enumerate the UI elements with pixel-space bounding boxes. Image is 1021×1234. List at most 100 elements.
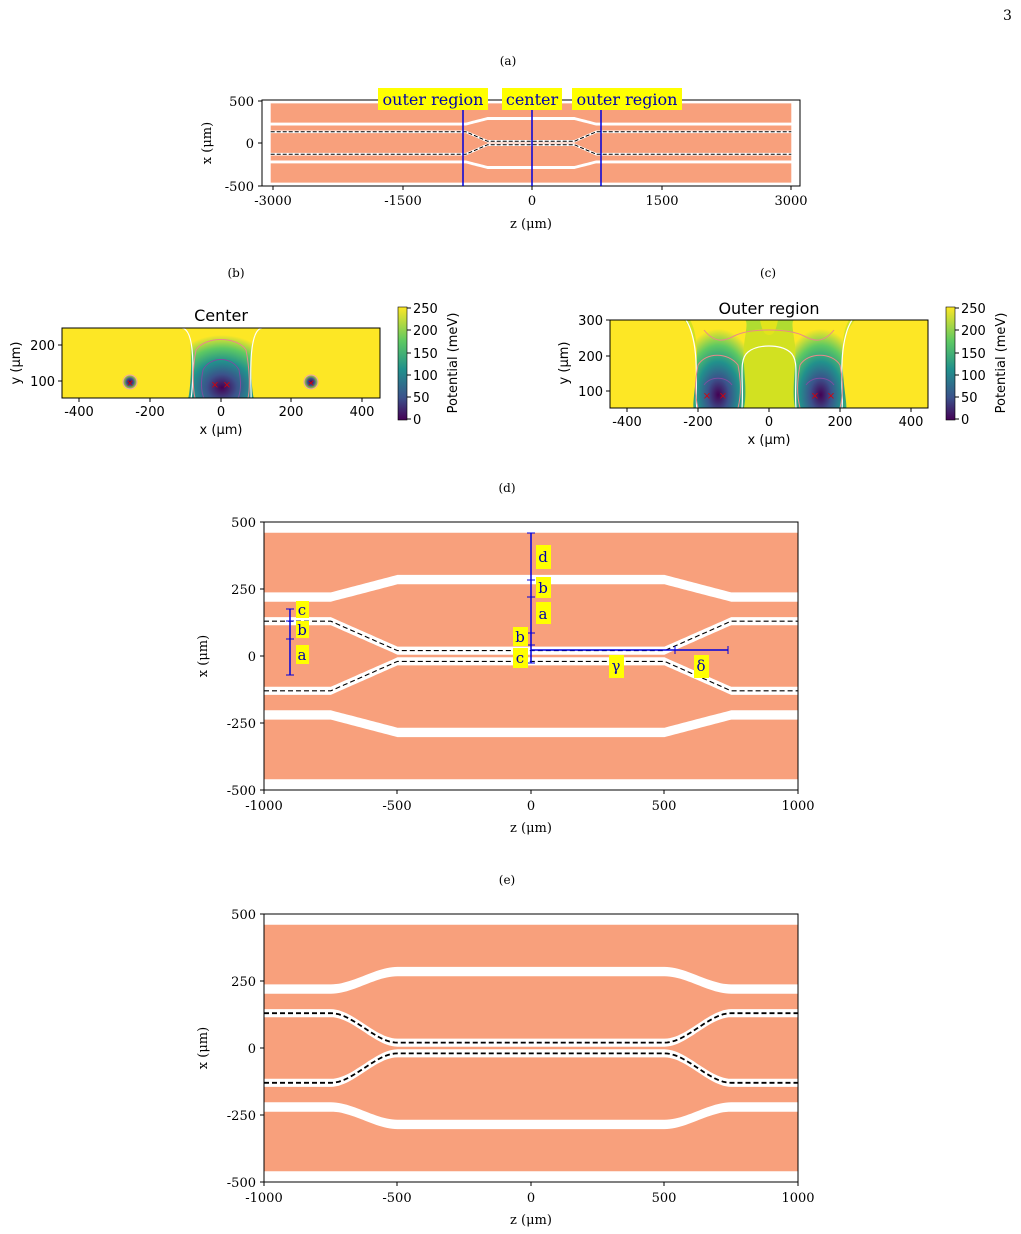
- b-cbar-200: 200: [413, 324, 438, 339]
- trap-line: [264, 1052, 798, 1084]
- a-xtick-2: 0: [528, 194, 536, 209]
- panel-e-electrodes: [264, 924, 798, 1172]
- b-cbar-0: 0: [413, 413, 421, 428]
- e-xtick-2: 0: [527, 1191, 535, 1206]
- d-label-a-left: a: [298, 646, 307, 664]
- c-heatmap: × × × ×: [610, 320, 928, 408]
- b-xtick-2: 0: [217, 405, 225, 420]
- c-xtick-0: -400: [612, 415, 642, 430]
- panel-e: (e) 500 250 0 -250 -500 -1000 -500 0 500…: [196, 873, 815, 1228]
- c-ion-1: ×: [703, 391, 711, 402]
- e-yticks: 500 250 0 -250 -500: [227, 908, 264, 1191]
- b-xtick-4: 400: [350, 405, 375, 420]
- b-cbar-150: 150: [413, 347, 438, 362]
- b-heatmap: × × × ×: [62, 328, 380, 398]
- c-cbar-0: 0: [961, 413, 969, 428]
- panel-c-label: (c): [760, 266, 776, 280]
- electrode-band: [264, 1017, 798, 1079]
- b-ytick-100: 100: [30, 375, 55, 390]
- e-xtick-0: -1000: [245, 1191, 282, 1206]
- c-well-left: [690, 320, 747, 408]
- electrode-band: [264, 976, 798, 1039]
- e-ytick-2: 0: [248, 1042, 256, 1057]
- e-xlabel: z (μm): [510, 1213, 552, 1228]
- b-xtick-3: 200: [279, 405, 304, 420]
- d-yticks: 500 250 0 -250 -500: [227, 516, 264, 799]
- d-label-d: d: [538, 548, 548, 566]
- b-xlabel: x (μm): [200, 423, 243, 438]
- panel-e-label: (e): [499, 873, 515, 887]
- d-label-b-left: b: [297, 621, 307, 639]
- a-xtick-4: 3000: [774, 194, 807, 209]
- c-xtick-3: 200: [828, 415, 853, 430]
- b-cbar-100: 100: [413, 369, 438, 384]
- e-ytick-3: -250: [227, 1109, 256, 1124]
- c-ion-4: ×: [827, 391, 835, 402]
- a-xlabel: z (μm): [510, 217, 552, 232]
- region-label-left: outer region: [383, 90, 484, 109]
- c-ylabel: y (μm): [557, 342, 572, 385]
- b-xticks: -400 -200 0 200 400: [64, 398, 374, 420]
- a-ytick-minus500: -500: [225, 180, 254, 195]
- d-ytick-1: 250: [231, 583, 256, 598]
- c-colorbar-label: Potential (meV): [994, 313, 1009, 414]
- a-ylabel: x (μm): [200, 122, 215, 164]
- e-ytick-1: 250: [231, 975, 256, 990]
- e-ytick-0: 500: [231, 908, 256, 923]
- region-label-bg-center: [502, 88, 562, 110]
- electrode-band: [264, 1057, 798, 1120]
- electrode-band: [264, 665, 798, 728]
- b-cbar-50: 50: [413, 391, 430, 406]
- c-xtick-2: 0: [765, 415, 773, 430]
- b-xtick-1: -200: [135, 405, 165, 420]
- region-label-right: outer region: [577, 90, 678, 109]
- c-well-right: [792, 320, 849, 408]
- b-contour-inner: [200, 359, 242, 398]
- d-xlabel: z (μm): [510, 821, 552, 836]
- c-cbar-50: 50: [961, 391, 978, 406]
- e-ytick-4: -500: [227, 1176, 256, 1191]
- a-xtick-0: -3000: [254, 194, 291, 209]
- panel-a-trap-lines: [270, 131, 792, 155]
- c-xlabel: x (μm): [748, 433, 791, 448]
- electrode-band: [270, 133, 792, 153]
- b-ion-2: ×: [223, 380, 231, 391]
- c-contour-white: [685, 320, 853, 408]
- c-title: Outer region: [718, 299, 819, 318]
- b-cbar-250: 250: [413, 302, 438, 317]
- electrode-band: [270, 120, 792, 140]
- panel-c: (c) Outer region × × × × 300 200 100 -40…: [557, 266, 1009, 448]
- region-label-bg-right: [572, 88, 682, 110]
- c-cbar-150: 150: [961, 347, 986, 362]
- d-label-delta: δ: [696, 657, 705, 675]
- b-yticks: 200 100: [30, 339, 62, 390]
- d-label-c-center: c: [516, 649, 524, 667]
- panel-a-label: (a): [500, 54, 517, 68]
- b-ion-1: ×: [211, 380, 219, 391]
- panel-a-plot: outer region center outer region 500 0 -…: [200, 88, 808, 232]
- c-xtick-1: -200: [683, 415, 713, 430]
- c-cbar-200: 200: [961, 324, 986, 339]
- d-ytick-0: 500: [231, 516, 256, 531]
- d-label-gamma: γ: [612, 657, 621, 675]
- b-contour-mid: [192, 339, 250, 398]
- d-xtick-2: 0: [527, 799, 535, 814]
- panel-a-yticks: 500 0 -500: [225, 95, 262, 195]
- panel-e-trap-lines: [264, 1012, 798, 1084]
- c-cbar-100: 100: [961, 369, 986, 384]
- electrode-band: [270, 146, 792, 166]
- c-xticks: -400 -200 0 200 400: [612, 408, 923, 430]
- c-ytick-200: 200: [578, 350, 603, 365]
- d-xtick-3: 500: [652, 799, 677, 814]
- b-title: Center: [194, 306, 248, 325]
- a-xtick-1: -1500: [384, 194, 421, 209]
- region-label-center: center: [506, 90, 559, 109]
- c-colorbar: 250 200 150 100 50 0 Potential (meV): [945, 302, 1009, 428]
- b-xtick-0: -400: [64, 405, 94, 420]
- a-ytick-500: 500: [229, 95, 254, 110]
- a-ytick-0: 0: [246, 137, 254, 152]
- b-ylabel: y (μm): [9, 342, 24, 385]
- electrode-band: [264, 1111, 798, 1172]
- d-label-a-center: a: [539, 605, 548, 623]
